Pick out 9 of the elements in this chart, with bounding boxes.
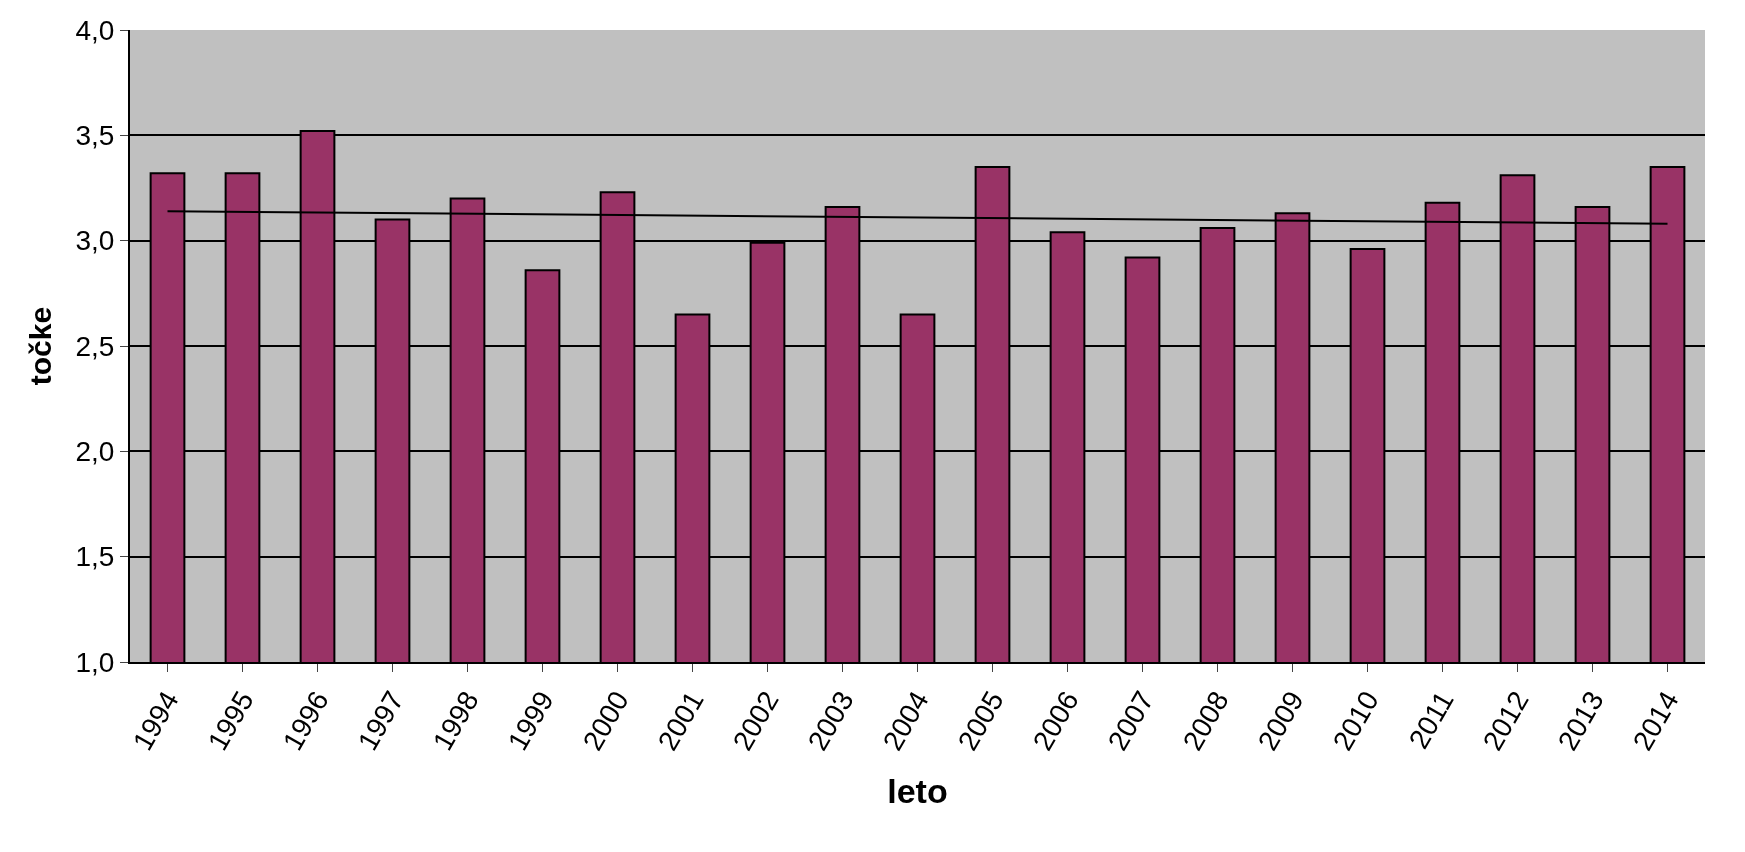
y-tick-label: 3,0 (75, 225, 115, 257)
y-tick-label: 3,5 (75, 120, 115, 152)
y-tick-label: 2,5 (75, 330, 115, 362)
y-tick-label: 2,0 (75, 436, 115, 468)
y-tick-label: 4,0 (75, 14, 115, 46)
y-tick-label: 1,0 (75, 646, 115, 678)
x-axis-title: leto (887, 772, 948, 811)
y-tick-label: 1,5 (75, 541, 115, 573)
y-axis-title: točke (23, 306, 57, 386)
